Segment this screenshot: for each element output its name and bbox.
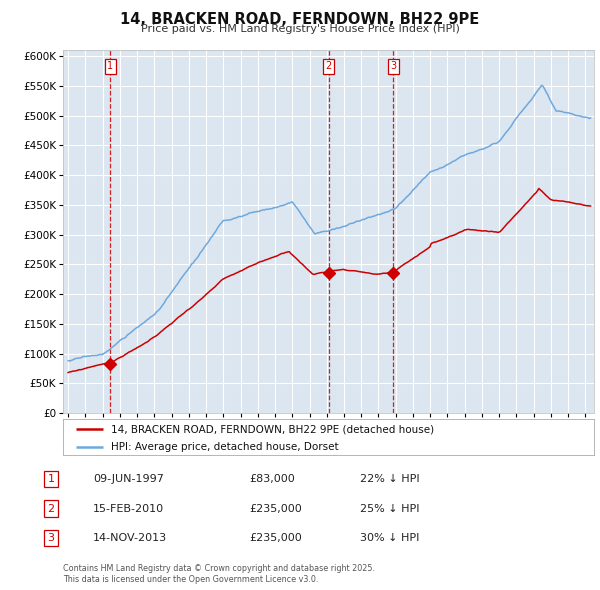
Text: 2: 2 bbox=[47, 504, 55, 513]
Text: 14, BRACKEN ROAD, FERNDOWN, BH22 9PE: 14, BRACKEN ROAD, FERNDOWN, BH22 9PE bbox=[121, 12, 479, 27]
Text: 22% ↓ HPI: 22% ↓ HPI bbox=[360, 474, 419, 484]
Text: 3: 3 bbox=[391, 61, 397, 71]
Text: 1: 1 bbox=[107, 61, 113, 71]
Text: 30% ↓ HPI: 30% ↓ HPI bbox=[360, 533, 419, 543]
Text: 14, BRACKEN ROAD, FERNDOWN, BH22 9PE (detached house): 14, BRACKEN ROAD, FERNDOWN, BH22 9PE (de… bbox=[111, 424, 434, 434]
Text: This data is licensed under the Open Government Licence v3.0.: This data is licensed under the Open Gov… bbox=[63, 575, 319, 584]
Text: £235,000: £235,000 bbox=[249, 533, 302, 543]
Text: 2: 2 bbox=[326, 61, 332, 71]
Text: £235,000: £235,000 bbox=[249, 504, 302, 513]
Text: HPI: Average price, detached house, Dorset: HPI: Average price, detached house, Dors… bbox=[111, 442, 338, 453]
Text: 09-JUN-1997: 09-JUN-1997 bbox=[93, 474, 164, 484]
Text: Price paid vs. HM Land Registry's House Price Index (HPI): Price paid vs. HM Land Registry's House … bbox=[140, 24, 460, 34]
Text: £83,000: £83,000 bbox=[249, 474, 295, 484]
Text: 3: 3 bbox=[47, 533, 55, 543]
Text: 15-FEB-2010: 15-FEB-2010 bbox=[93, 504, 164, 513]
Text: 1: 1 bbox=[47, 474, 55, 484]
Text: 14-NOV-2013: 14-NOV-2013 bbox=[93, 533, 167, 543]
Text: 25% ↓ HPI: 25% ↓ HPI bbox=[360, 504, 419, 513]
Text: Contains HM Land Registry data © Crown copyright and database right 2025.: Contains HM Land Registry data © Crown c… bbox=[63, 565, 375, 573]
